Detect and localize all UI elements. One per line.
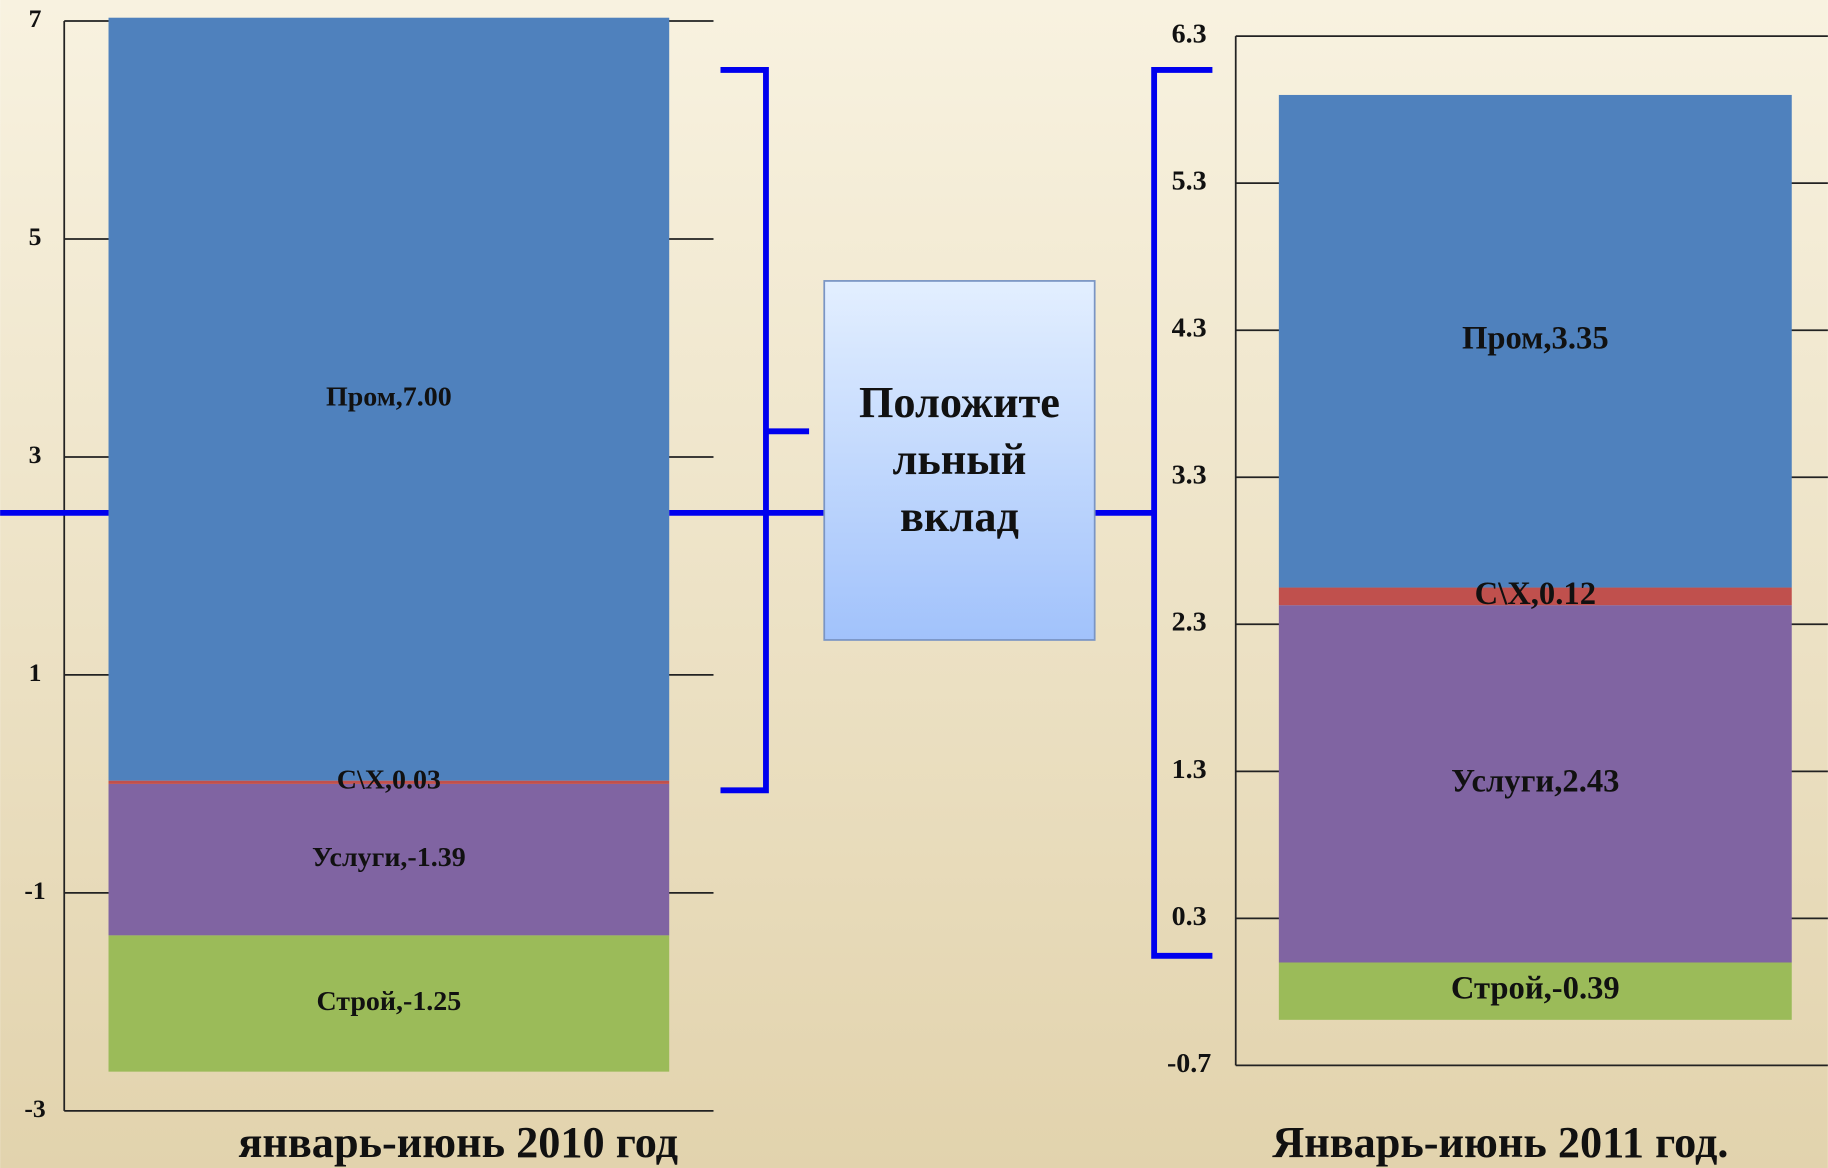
bar-segment: [1278, 587, 1792, 606]
bar-segment: [108, 780, 670, 784]
bar-segment: [108, 935, 670, 1072]
y-tick-label: 3.3: [1172, 460, 1207, 491]
y-tick-label: 2.3: [1172, 607, 1207, 638]
info-box: [823, 280, 1096, 641]
charts: -3 -1 1 3 5 7 Услуги,-1.39 С\Х,0.03 Пром,7.00 Стр…: [24, 4, 1828, 1167]
bar-segment: [1278, 962, 1792, 1020]
bar-segment: [1278, 94, 1792, 588]
y-tick-label: 1: [29, 658, 42, 687]
box-text: вклад: [900, 492, 1019, 541]
y-tick-label: 3: [29, 440, 42, 469]
bracket-left: [720, 67, 810, 794]
y-tick-label: 4.3: [1172, 313, 1207, 344]
y-tick-label: 6.3: [1172, 19, 1207, 50]
box-text: Положите: [859, 378, 1060, 427]
bar-segment: [108, 783, 670, 936]
y-tick-label: -3: [24, 1094, 45, 1123]
y-tick-label: 0.3: [1172, 901, 1207, 932]
chart-title: январь-июнь 2010 год: [238, 1118, 678, 1167]
data-label: Услуги,2.43: [1451, 763, 1619, 799]
data-label: Услуги,-1.39: [312, 842, 466, 873]
y-tick-label: -1: [24, 876, 45, 905]
data-label: Пром,7.00: [326, 382, 452, 413]
bar-segment: [108, 17, 670, 781]
data-label: Пром,3.35: [1462, 321, 1609, 357]
y-tick-label: 7: [29, 4, 42, 33]
bar-segment: [1278, 605, 1792, 963]
y-tick-label: 5: [29, 222, 42, 251]
data-label: С\Х,0.12: [1475, 576, 1596, 612]
chart-title: Январь-июнь 2011 год.: [1272, 1118, 1728, 1167]
y-tick-label: -0.7: [1167, 1048, 1211, 1079]
box-text: льный: [893, 435, 1027, 484]
data-label: С\Х,0.03: [337, 765, 441, 796]
y-tick-label: 1.3: [1172, 754, 1207, 785]
data-label: Строй,-0.39: [1451, 971, 1620, 1007]
y-tick-label: 5.3: [1172, 166, 1207, 197]
bracket-right: [1094, 67, 1213, 959]
connectors: [0, 67, 1213, 959]
data-label: Строй,-1.25: [316, 986, 461, 1017]
